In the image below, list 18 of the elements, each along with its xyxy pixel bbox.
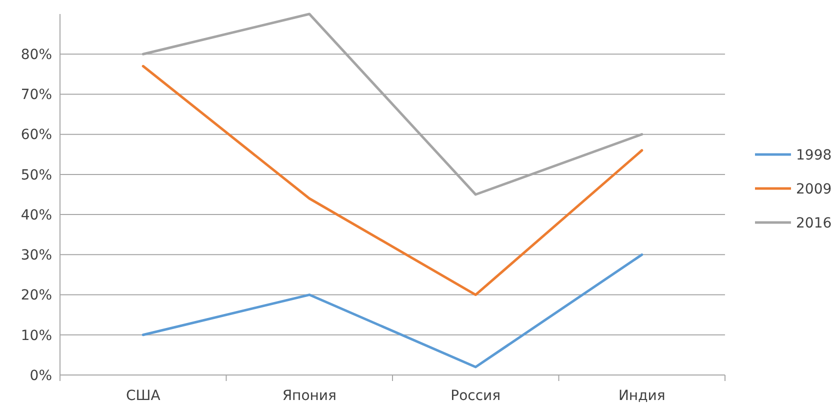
x-tick-label: Япония	[282, 388, 336, 404]
y-tick-label: 50%	[20, 167, 52, 184]
y-tick-label: 0%	[30, 368, 52, 384]
legend-label: 1998	[796, 147, 832, 164]
y-tick-label: 20%	[20, 288, 52, 304]
y-tick-label: 10%	[20, 328, 52, 344]
y-tick-label: 30%	[20, 248, 52, 264]
legend-label: 2016	[796, 215, 832, 232]
x-tick-label: Россия	[450, 388, 501, 404]
line-series	[142, 64, 644, 296]
x-tick-label: Индия	[618, 388, 666, 404]
y-tick-label: 60%	[20, 127, 52, 144]
x-tick-label: США	[126, 388, 161, 404]
y-tick-label: 80%	[20, 47, 52, 64]
y-tick-label: 70%	[20, 87, 52, 104]
y-tick-label: 40%	[20, 207, 52, 224]
line-series	[142, 253, 644, 368]
legend-label: 2009	[796, 181, 832, 198]
